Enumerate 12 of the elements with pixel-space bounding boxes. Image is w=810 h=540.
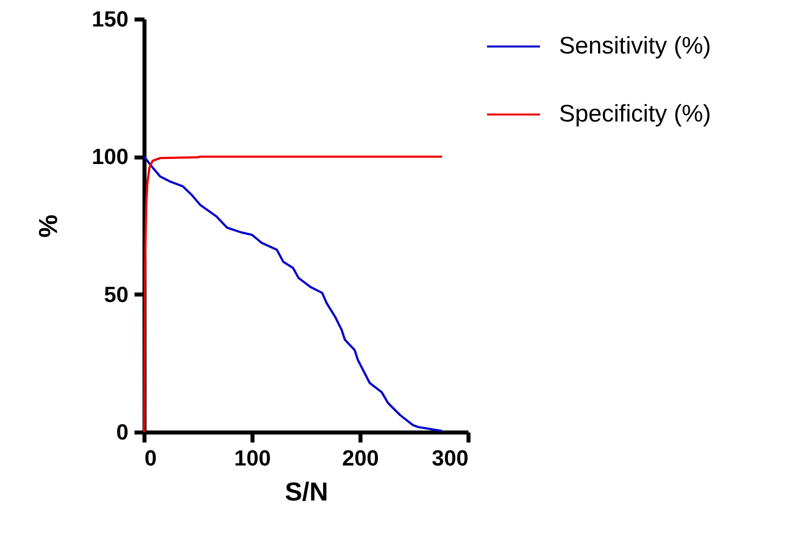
y-tick-label: 100	[92, 144, 128, 170]
x-axis-title: S/N	[284, 476, 328, 506]
legend-label: Sensitivity (%)	[559, 32, 712, 60]
y-tick-label: 150	[92, 6, 128, 32]
y-tick-label: 50	[104, 282, 128, 307]
x-tick-label: 200	[342, 446, 379, 470]
legend-label: Specificity (%)	[559, 100, 712, 128]
y-axis-title: %	[32, 214, 63, 238]
x-tick-label: 100	[234, 446, 271, 470]
y-tick-label: 0	[116, 420, 128, 444]
x-tick-label: 0	[144, 446, 157, 470]
x-tick-label: 300	[432, 446, 468, 470]
